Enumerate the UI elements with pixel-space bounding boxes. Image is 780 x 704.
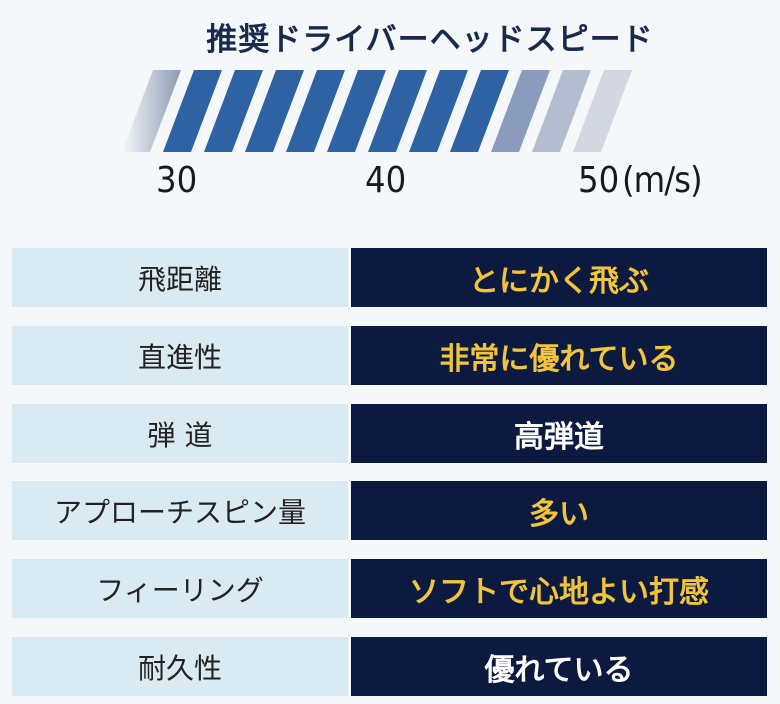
spec-value: とにかく飛ぶ [351, 248, 767, 307]
spec-value: 非常に優れている [351, 326, 767, 385]
speed-stripe [204, 70, 263, 152]
page-title: 推奨ドライバーヘッドスピード [206, 22, 654, 58]
spec-row: 飛距離 とにかく飛ぶ [12, 248, 767, 307]
speed-stripe [122, 70, 181, 152]
unit-label: (m/s) [622, 160, 703, 201]
tick-50: 50 [578, 160, 620, 201]
speed-stripe [491, 70, 550, 152]
speed-stripe [409, 70, 468, 152]
spec-row: 耐久性 優れている [12, 637, 767, 696]
speed-stripe [368, 70, 427, 152]
speed-stripe [327, 70, 386, 152]
spec-row: 直進性 非常に優れている [12, 326, 767, 385]
speed-stripe [245, 70, 304, 152]
spec-label: 耐久性 [12, 637, 348, 696]
tick-40: 40 [365, 160, 407, 201]
speed-stripe [532, 70, 591, 152]
spec-value: 多い [351, 481, 767, 540]
spec-label: 直進性 [12, 326, 348, 385]
spec-value: ソフトで心地よい打感 [351, 559, 767, 618]
speed-stripe [573, 70, 632, 152]
speed-stripe [286, 70, 345, 152]
spec-label: アプローチスピン量 [12, 481, 348, 540]
speed-stripe [450, 70, 509, 152]
spec-label: 弾 道 [12, 404, 348, 463]
speed-bar [122, 70, 632, 152]
tick-30: 30 [156, 160, 198, 201]
spec-row: フィーリング ソフトで心地よい打感 [12, 559, 767, 618]
spec-label: フィーリング [12, 559, 348, 618]
spec-row: 弾 道高弾道 [12, 404, 767, 463]
spec-label: 飛距離 [12, 248, 348, 307]
spec-value: 優れている [351, 637, 767, 696]
speed-stripe [163, 70, 222, 152]
spec-row: アプローチスピン量 多い [12, 481, 767, 540]
spec-value: 高弾道 [351, 404, 767, 463]
